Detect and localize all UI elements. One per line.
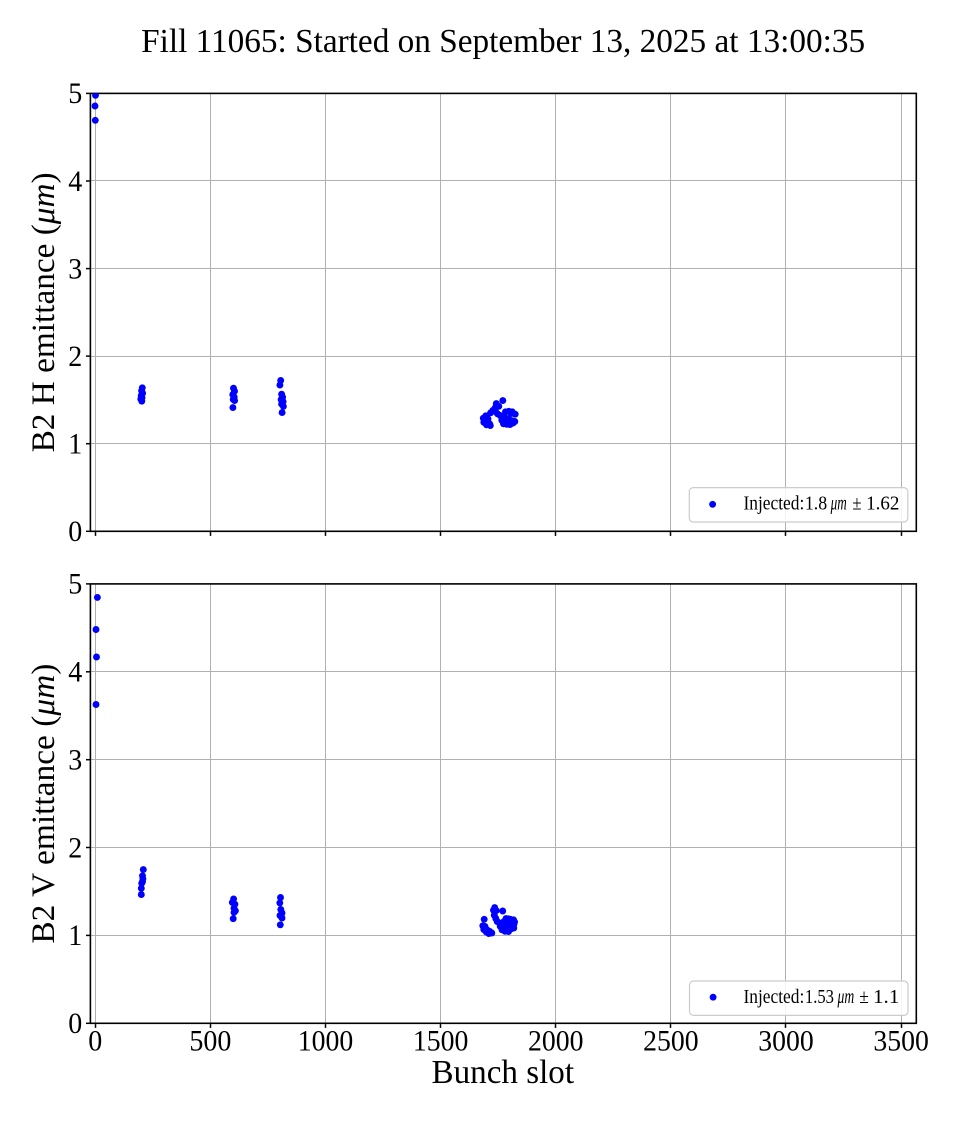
svg-text:0: 0 [88, 1024, 102, 1057]
svg-text:4: 4 [68, 165, 82, 198]
svg-text:5: 5 [68, 568, 82, 601]
svg-text:4: 4 [68, 656, 82, 689]
svg-text:2: 2 [68, 340, 82, 373]
svg-text:B2 H emittance (μm): B2 H emittance (μm) [26, 172, 62, 452]
svg-text:0: 0 [68, 515, 82, 548]
svg-text:2500: 2500 [643, 1024, 699, 1057]
svg-text:3: 3 [68, 744, 82, 777]
svg-text:2000: 2000 [528, 1024, 584, 1057]
svg-text:Bunch slot: Bunch slot [432, 1054, 575, 1091]
svg-text:5: 5 [68, 77, 82, 110]
svg-text:μm: μm [837, 986, 854, 1008]
svg-text:1.62: 1.62 [866, 493, 899, 515]
svg-text:1.8: 1.8 [805, 493, 827, 515]
svg-text:2: 2 [68, 831, 82, 864]
svg-text:±: ± [852, 493, 861, 515]
svg-text:1: 1 [68, 919, 82, 952]
svg-text:0: 0 [68, 1007, 82, 1040]
svg-text:Injected:: Injected: [744, 493, 805, 515]
svg-text:±: ± [859, 986, 869, 1008]
svg-text:3500: 3500 [873, 1024, 929, 1057]
svg-text:1000: 1000 [298, 1024, 354, 1057]
svg-text:500: 500 [189, 1024, 231, 1057]
svg-text:1.1: 1.1 [873, 986, 899, 1008]
svg-text:Fill 11065: Started on Septemb: Fill 11065: Started on September 13, 202… [141, 23, 865, 60]
svg-text:1: 1 [68, 428, 82, 461]
svg-text:3: 3 [68, 252, 82, 285]
svg-text:μm: μm [830, 493, 847, 515]
svg-text:1500: 1500 [413, 1024, 469, 1057]
svg-text:Injected:: Injected: [744, 986, 805, 1008]
svg-text:B2 V emittance (μm): B2 V emittance (μm) [26, 664, 62, 944]
svg-text:3000: 3000 [758, 1024, 814, 1057]
svg-text:1.53: 1.53 [805, 986, 834, 1008]
